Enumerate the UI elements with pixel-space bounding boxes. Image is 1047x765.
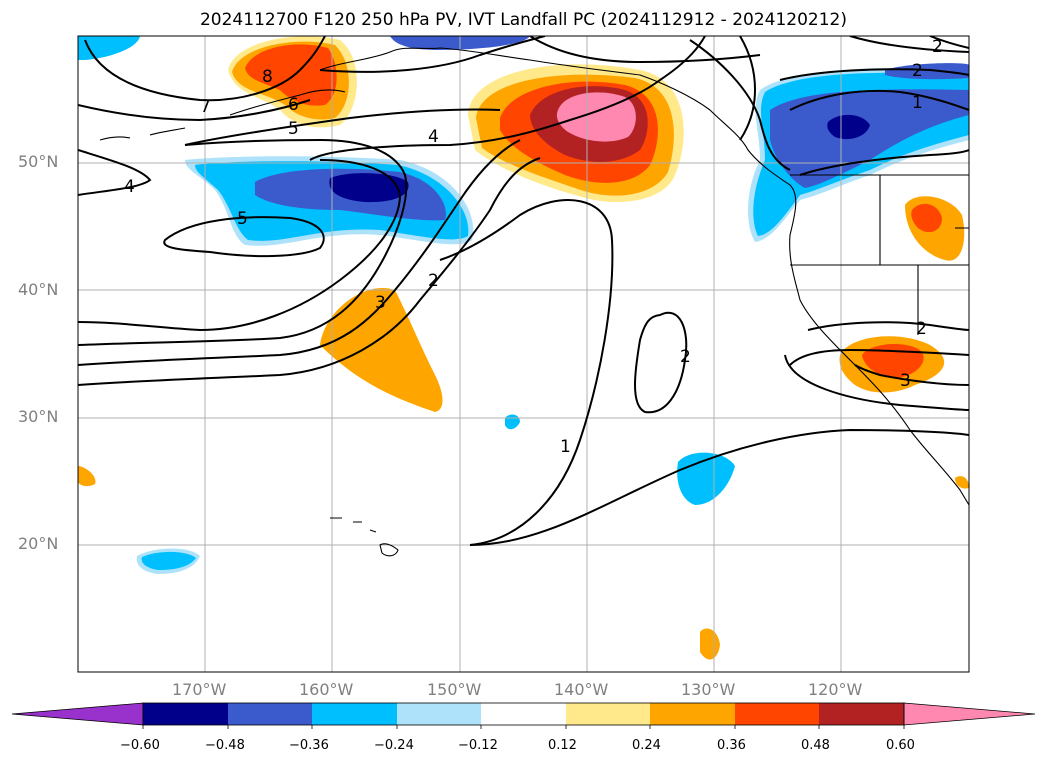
contour-label: 4 — [428, 127, 439, 147]
colorbar-tick-label: 0.24 — [632, 738, 661, 753]
contour-label: 2 — [912, 61, 923, 81]
contour-5 — [78, 159, 402, 332]
colorbar-tick-label: −0.36 — [289, 738, 329, 753]
contour-label: 6 — [288, 95, 299, 115]
contour-label: 8 — [262, 67, 273, 87]
contour-2 — [78, 157, 541, 386]
colorbar-tick-label: −0.60 — [120, 738, 160, 753]
contour-4 — [78, 138, 408, 346]
colorbar-tick-label: 0.36 — [717, 738, 746, 753]
lon-label: 170°W — [172, 680, 227, 699]
contour-label: 7 — [200, 97, 211, 117]
shaded-fields — [78, 36, 969, 660]
lat-label: 50°N — [18, 152, 59, 171]
contour-3 — [78, 139, 521, 366]
lon-label: 150°W — [427, 680, 482, 699]
contour-label: 2 — [680, 347, 691, 367]
anomaly-central-pacific — [320, 288, 443, 412]
lat-label: 20°N — [18, 534, 59, 553]
contour-label: 3 — [375, 293, 386, 313]
lon-label: 130°W — [681, 680, 736, 699]
colorbar-tick-label: −0.12 — [458, 738, 498, 753]
contour-label: 1 — [912, 93, 923, 113]
pv-contours — [78, 36, 969, 546]
contour-1 — [439, 199, 614, 546]
lon-label: 160°W — [299, 680, 354, 699]
figure-title: 2024112700 F120 250 hPa PV, IVT Landfall… — [199, 10, 847, 30]
lon-label: 120°W — [808, 680, 863, 699]
map-frame — [77, 35, 970, 673]
colorbar-tick-label: 0.48 — [801, 738, 830, 753]
colorbar-tick-label: −0.48 — [205, 738, 245, 753]
contour-label: 3 — [900, 371, 911, 391]
colorbar-tick-label: −0.24 — [374, 738, 414, 753]
contour-1b — [469, 428, 969, 546]
lon-label: 140°W — [554, 680, 609, 699]
contour-label: 2 — [428, 271, 439, 291]
lat-label: 40°N — [18, 280, 59, 299]
contour-label: 5 — [237, 209, 248, 229]
graticule — [78, 36, 969, 672]
contour-label: 5 — [288, 119, 299, 139]
colorbar — [11, 702, 1036, 729]
contour-labels: 8 7 6 5 4 4 5 3 2 2 1 1 2 2 3 2 — [124, 37, 943, 457]
contour-label: 2 — [916, 319, 927, 339]
contour-label: 1 — [560, 437, 571, 457]
contour-5b — [184, 108, 501, 146]
contour-label: 4 — [124, 177, 135, 197]
contour-2-closed — [634, 311, 688, 414]
colorbar-tick-label: 0.12 — [548, 738, 577, 753]
colorbar-tick-label: 0.60 — [886, 738, 915, 753]
lat-label: 30°N — [18, 407, 59, 426]
contour-label: 2 — [932, 37, 943, 57]
